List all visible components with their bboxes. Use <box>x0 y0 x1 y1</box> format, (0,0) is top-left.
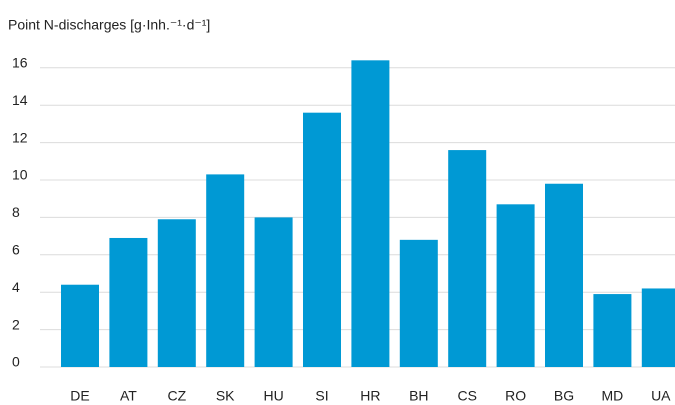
x-tick-label: BG <box>554 388 574 404</box>
bar <box>303 112 341 368</box>
x-tick-label: SI <box>315 388 328 404</box>
bar <box>641 288 675 367</box>
y-tick-label: 0 <box>12 354 20 370</box>
y-tick-label: 4 <box>12 279 20 295</box>
bar <box>545 183 583 367</box>
x-tick-label: SK <box>216 388 235 404</box>
bar <box>109 237 148 367</box>
y-tick-label: 10 <box>12 167 28 183</box>
x-tick-label: HU <box>263 388 283 404</box>
chart-title: Point N-discharges [g·Inh.⁻¹·d⁻¹] <box>8 17 210 33</box>
x-tick-label: AT <box>120 388 137 404</box>
y-tick-label: 12 <box>12 129 28 145</box>
bar <box>399 239 438 367</box>
x-tick-label: DE <box>70 388 89 404</box>
y-tick-label: 6 <box>12 242 20 258</box>
x-tick-label: MD <box>602 388 624 404</box>
bar <box>157 219 196 367</box>
x-tick-label: RO <box>505 388 526 404</box>
x-tick-label: CZ <box>167 388 186 404</box>
y-tick-label: 16 <box>12 55 28 71</box>
bar <box>254 217 293 367</box>
bar <box>61 284 99 367</box>
bar <box>593 294 632 367</box>
bar <box>351 60 390 367</box>
bar <box>206 174 245 367</box>
x-tick-label: HR <box>360 388 380 404</box>
y-tick-label: 2 <box>12 316 20 332</box>
bar <box>448 150 487 367</box>
y-tick-label: 14 <box>12 92 28 108</box>
x-tick-label: UA <box>651 388 671 404</box>
bar <box>496 204 535 367</box>
x-tick-label: BH <box>409 388 428 404</box>
y-tick-label: 8 <box>12 204 20 220</box>
x-tick-label: CS <box>457 388 476 404</box>
